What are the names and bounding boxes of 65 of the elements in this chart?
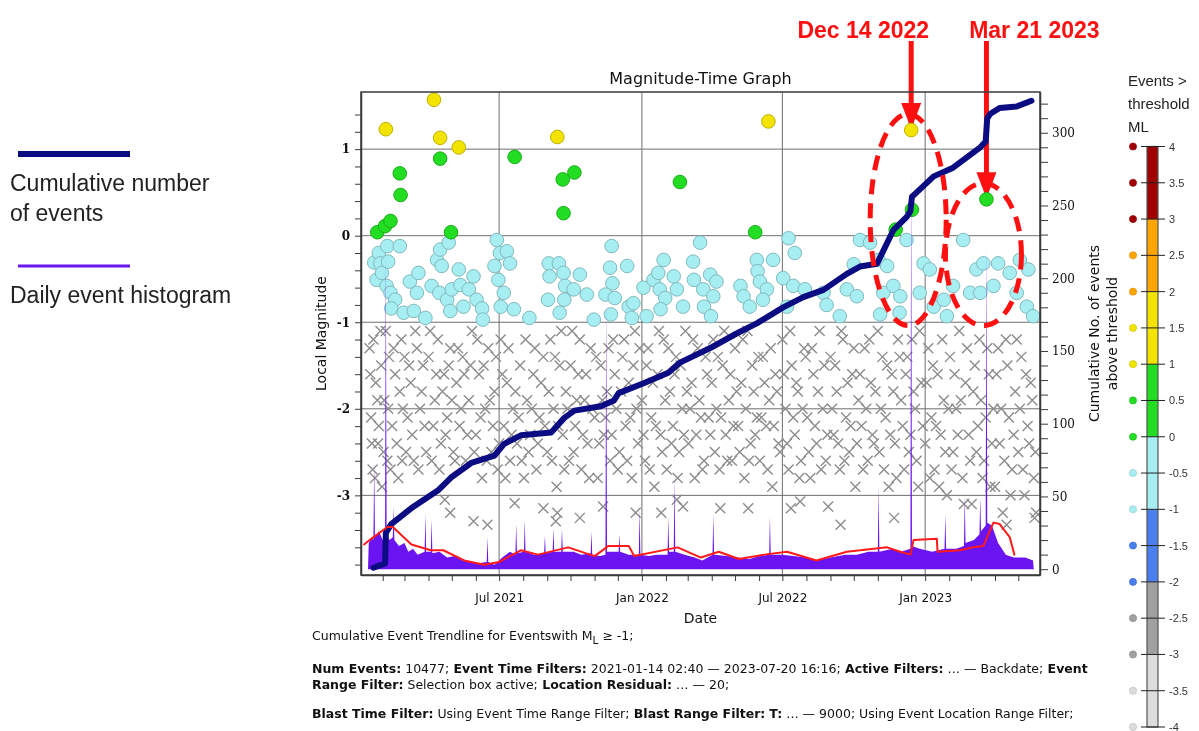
x-tick-label: Jan 2022 [614, 590, 669, 605]
y2-tick-label: 0 [1052, 562, 1060, 577]
color-bar-label: 0.5 [1169, 394, 1185, 407]
color-bar-label: 3.5 [1169, 176, 1185, 189]
point [426, 92, 442, 108]
point [747, 224, 763, 240]
y2-axis-title: Cumulative No. of events above threshold [1086, 244, 1120, 423]
y2-tick-label: 200 [1052, 271, 1075, 286]
point [443, 224, 459, 240]
chart-title: Magnitude-Time Graph [609, 69, 792, 88]
y-tick-label: -3 [336, 488, 350, 503]
color-bar-label: 4 [1169, 140, 1176, 153]
point [393, 187, 408, 203]
y2-tick-label: 50 [1052, 489, 1068, 504]
y2-tick-label: 250 [1052, 198, 1075, 213]
y-tick-label: -2 [336, 402, 350, 417]
point [672, 174, 688, 190]
color-bar-label: -2 [1169, 575, 1179, 588]
color-bar-label: -3 [1169, 648, 1179, 661]
color-bar-label: -1.5 [1169, 539, 1188, 552]
point [378, 121, 394, 137]
x-tick-label: Jul 2021 [474, 590, 525, 605]
point [979, 192, 994, 207]
color-bar-label: -1 [1169, 503, 1179, 516]
color-bar-label: -4 [1169, 721, 1179, 731]
color-bar-label: 3 [1169, 213, 1176, 226]
color-bar-label: 2.5 [1169, 249, 1185, 262]
line-series [363, 521, 1016, 566]
text: Blast Time Filter: Using Event Time Range Filter; Blast Range Filter: T: … — 9000; Using Event Location Range Filter; [312, 705, 1074, 721]
color-bar-label: -3.5 [1169, 684, 1188, 697]
color-bar-label: -2.5 [1169, 612, 1188, 625]
point [451, 140, 467, 155]
point [432, 151, 448, 166]
color-bar-label: 1 [1169, 358, 1176, 371]
color-bar-label: -0.5 [1169, 467, 1188, 480]
text: Cumulative Event Trendline for Eventswith M$_{L}$ ≥ -1; [312, 628, 634, 646]
color-bar-label: 2 [1169, 285, 1176, 298]
annotation: Dec 14 2022 [797, 17, 930, 43]
y2-tick-label: 100 [1052, 417, 1075, 432]
annotation: Mar 21 2023 [969, 17, 1100, 43]
point [761, 114, 776, 129]
x-axis-title: Date [683, 610, 718, 626]
x-tick-label: Jan 2023 [898, 590, 953, 605]
point [555, 172, 571, 187]
text: Num Events: 10477; Event Time Filters: 2021-01-14 02:40 — 2023-07-20 16:16; Active Filters: … — Backdate; Event Range Filter: Selection box active; Location Residual: … — 20; [312, 660, 1088, 692]
point [432, 130, 448, 146]
x-tick-label: Jul 2022 [757, 590, 808, 605]
point [550, 129, 565, 145]
y-tick-label: 1 [341, 142, 350, 157]
legend-label: Daily event histogram [10, 282, 232, 308]
color-bar-label: 1.5 [1169, 321, 1185, 334]
y2-tick-label: 300 [1052, 126, 1075, 141]
y-tick-label: -1 [336, 315, 350, 330]
y2-tick-label: 150 [1052, 344, 1075, 359]
color-bar-title: Events > threshold ML [1128, 71, 1190, 135]
point [392, 166, 408, 181]
point [507, 149, 522, 165]
point [556, 205, 571, 221]
point [383, 213, 398, 229]
y-axis-title: Local Magnitude [313, 276, 329, 391]
point [903, 122, 919, 138]
legend-label: Cumulative number of events [10, 170, 210, 226]
color-bar-label: 0 [1169, 430, 1176, 443]
point [567, 165, 582, 180]
y-tick-label: 0 [341, 229, 350, 244]
